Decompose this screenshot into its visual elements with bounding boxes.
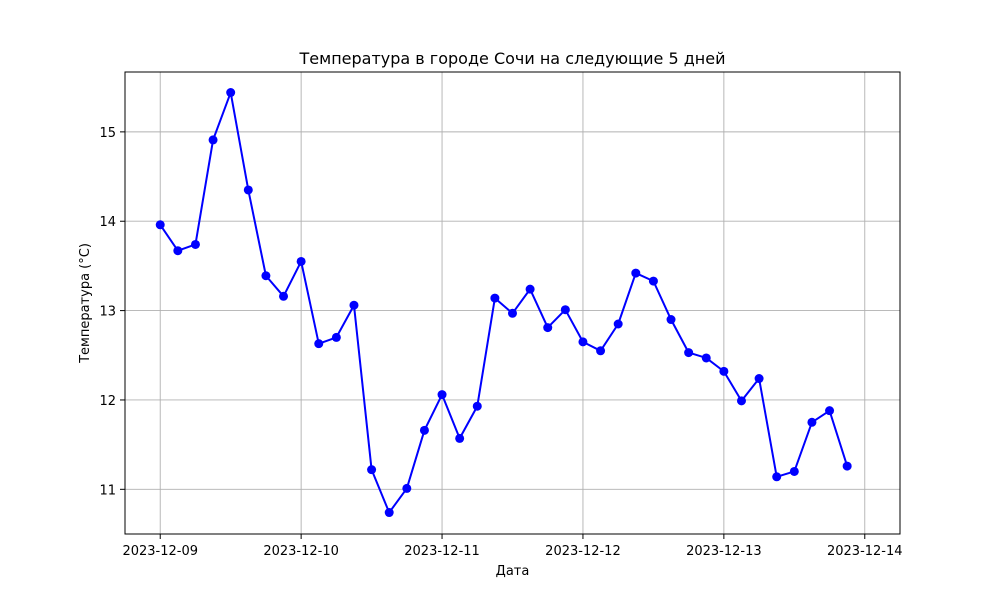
x-tick-label: 2023-12-14 xyxy=(827,544,903,559)
data-point xyxy=(367,465,377,475)
plot-frame xyxy=(124,71,901,535)
data-point xyxy=(437,390,447,400)
data-point xyxy=(701,353,711,363)
y-axis-label: Температура (°C) xyxy=(78,243,93,364)
data-point xyxy=(296,256,306,266)
data-point xyxy=(455,433,465,443)
data-point xyxy=(155,220,165,230)
data-point xyxy=(508,308,517,318)
data-point xyxy=(349,300,359,310)
x-tick-label: 2023-12-11 xyxy=(404,544,480,559)
data-point xyxy=(525,284,535,294)
data-point xyxy=(754,374,764,384)
data-point xyxy=(173,246,183,256)
y-tick-label: 13 xyxy=(99,305,116,320)
data-point xyxy=(331,332,341,342)
data-point xyxy=(560,305,570,315)
y-tick-label: 12 xyxy=(99,394,116,409)
y-tick-label: 14 xyxy=(99,215,116,230)
y-tick-label: 15 xyxy=(99,126,116,141)
data-point xyxy=(648,276,658,286)
data-point xyxy=(226,88,236,98)
data-point xyxy=(279,291,289,301)
data-point xyxy=(842,461,852,471)
data-point xyxy=(631,268,641,278)
data-point xyxy=(613,319,623,329)
data-point xyxy=(666,315,676,325)
data-point xyxy=(419,425,429,435)
data-point xyxy=(719,366,729,376)
data-point xyxy=(190,239,200,249)
x-tick-label: 2023-12-12 xyxy=(545,544,621,559)
data-point xyxy=(490,293,500,303)
data-point xyxy=(261,271,271,281)
data-point xyxy=(578,337,588,347)
x-tick-label: 2023-12-13 xyxy=(686,544,762,559)
data-point xyxy=(472,401,482,411)
data-point xyxy=(789,466,799,476)
data-point xyxy=(314,339,324,349)
data-point xyxy=(772,472,782,482)
data-point xyxy=(736,396,746,406)
x-tick-label: 2023-12-09 xyxy=(122,544,198,559)
x-tick-label: 2023-12-10 xyxy=(263,544,339,559)
chart-title: Температура в городе Сочи на следующие 5… xyxy=(299,49,726,68)
data-point xyxy=(684,348,694,358)
x-axis-label: Дата xyxy=(496,564,530,579)
data-point xyxy=(243,185,253,195)
data-point xyxy=(402,483,412,493)
data-point xyxy=(825,406,835,416)
data-point xyxy=(543,323,553,333)
data-point xyxy=(596,346,606,356)
data-point xyxy=(807,417,817,427)
series-line xyxy=(159,91,849,514)
plot-area: 2023-12-09 2023-12-10 2023-12-11 2023-12-12… xyxy=(99,71,903,559)
y-tick-label: 11 xyxy=(99,483,116,498)
data-point xyxy=(384,508,394,518)
data-point xyxy=(208,135,218,145)
